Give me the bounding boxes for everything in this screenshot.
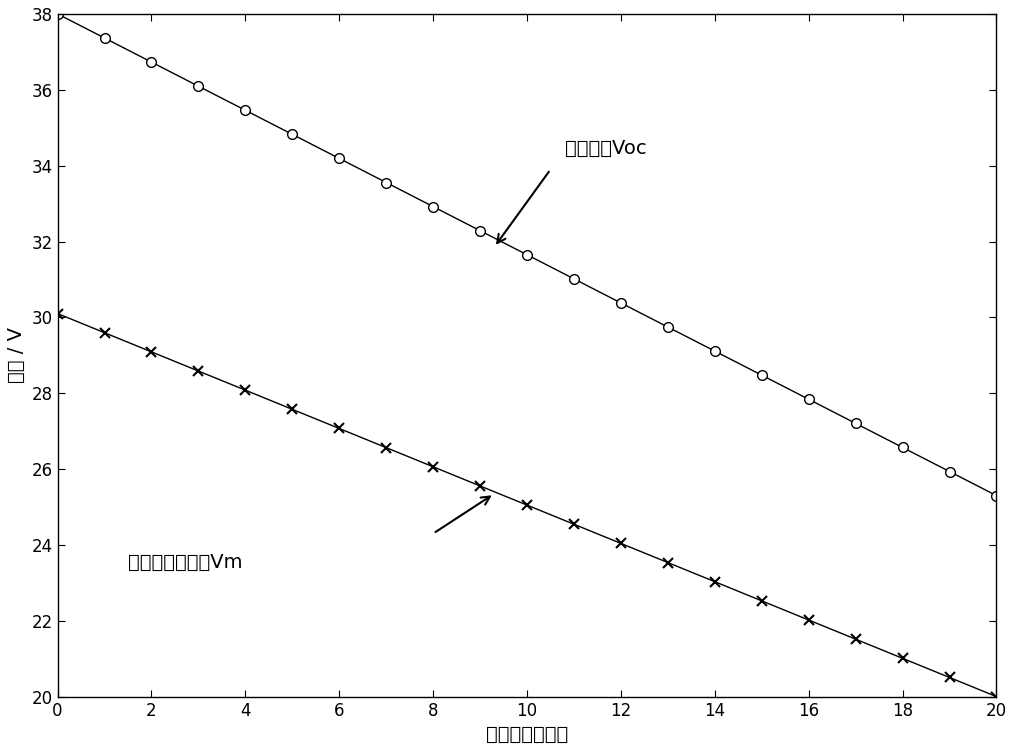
Text: 开路电压Voc: 开路电压Voc — [565, 139, 646, 158]
Text: 最大功率点电压Vm: 最大功率点电压Vm — [128, 553, 242, 572]
X-axis label: 短路电池片个数: 短路电池片个数 — [486, 725, 568, 744]
Y-axis label: 电压 / V: 电压 / V — [7, 327, 26, 383]
